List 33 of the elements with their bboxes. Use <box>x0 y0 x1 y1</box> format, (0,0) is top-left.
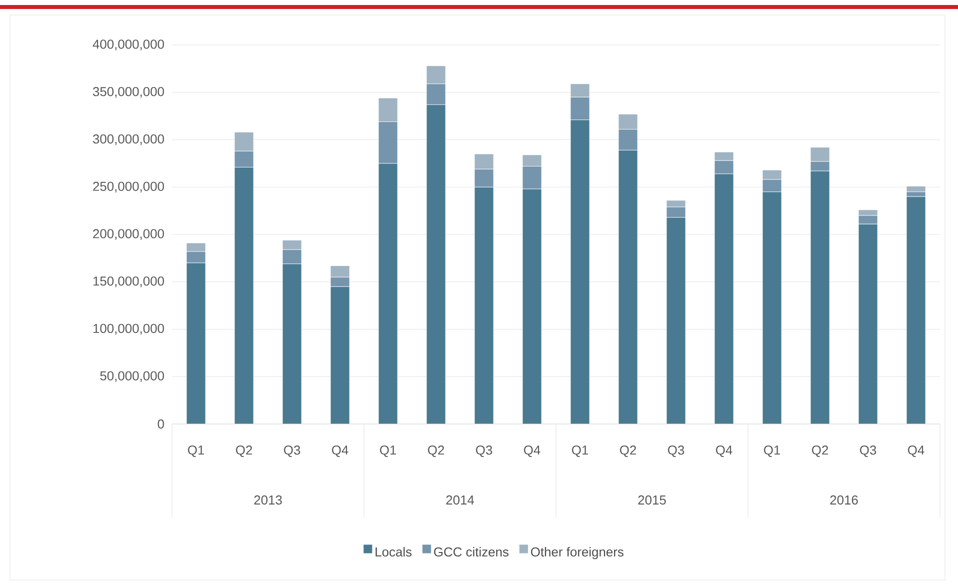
x-tick-label: Q1 <box>380 446 396 457</box>
text: 2015 <box>638 495 666 505</box>
x-tick-label: Q2 <box>428 446 444 457</box>
y-tick-label: 400,000,000 <box>92 40 164 50</box>
x-tick-label: Q2 <box>812 446 828 457</box>
text: 2016 <box>830 495 858 505</box>
legend-label: Locals <box>376 547 412 557</box>
y-tick-label: 300,000,000 <box>92 134 164 146</box>
text: 2013 <box>254 495 282 505</box>
x-tick-label: Q1 <box>764 446 780 457</box>
text: 2014 <box>446 495 474 505</box>
bar <box>906 186 926 192</box>
x-tick-label: Q1 <box>572 446 588 457</box>
x-tick-label: Q4 <box>716 446 732 457</box>
y-tick-label: 150,000,000 <box>93 276 164 288</box>
x-tick-label: Q4 <box>908 446 924 457</box>
y-tick-label: 50,000,000 <box>100 371 164 382</box>
y-tick-label: 250,000,000 <box>93 182 164 192</box>
y-tick-label: 200,000,000 <box>93 229 164 240</box>
x-tick-label: Q2 <box>620 446 636 457</box>
x-tick-label: Q3 <box>476 446 492 457</box>
x-tick-label: Q3 <box>284 446 300 457</box>
y-tick-label: 350,000,000 <box>92 87 164 98</box>
y-tick-label: 100,000,000 <box>93 324 164 335</box>
x-tick-label: Q4 <box>524 446 540 457</box>
x-tick-label: Q3 <box>860 446 876 457</box>
x-tick-label: Q3 <box>668 446 684 457</box>
x-tick-label: Q1 <box>188 446 204 457</box>
x-tick-label: Q4 <box>332 446 348 457</box>
y-tick-label: 0 <box>158 419 164 429</box>
x-tick-label: Q2 <box>236 446 252 457</box>
legend-label: GCC citizens <box>434 547 508 557</box>
legend-label: Other foreigners <box>530 547 624 560</box>
